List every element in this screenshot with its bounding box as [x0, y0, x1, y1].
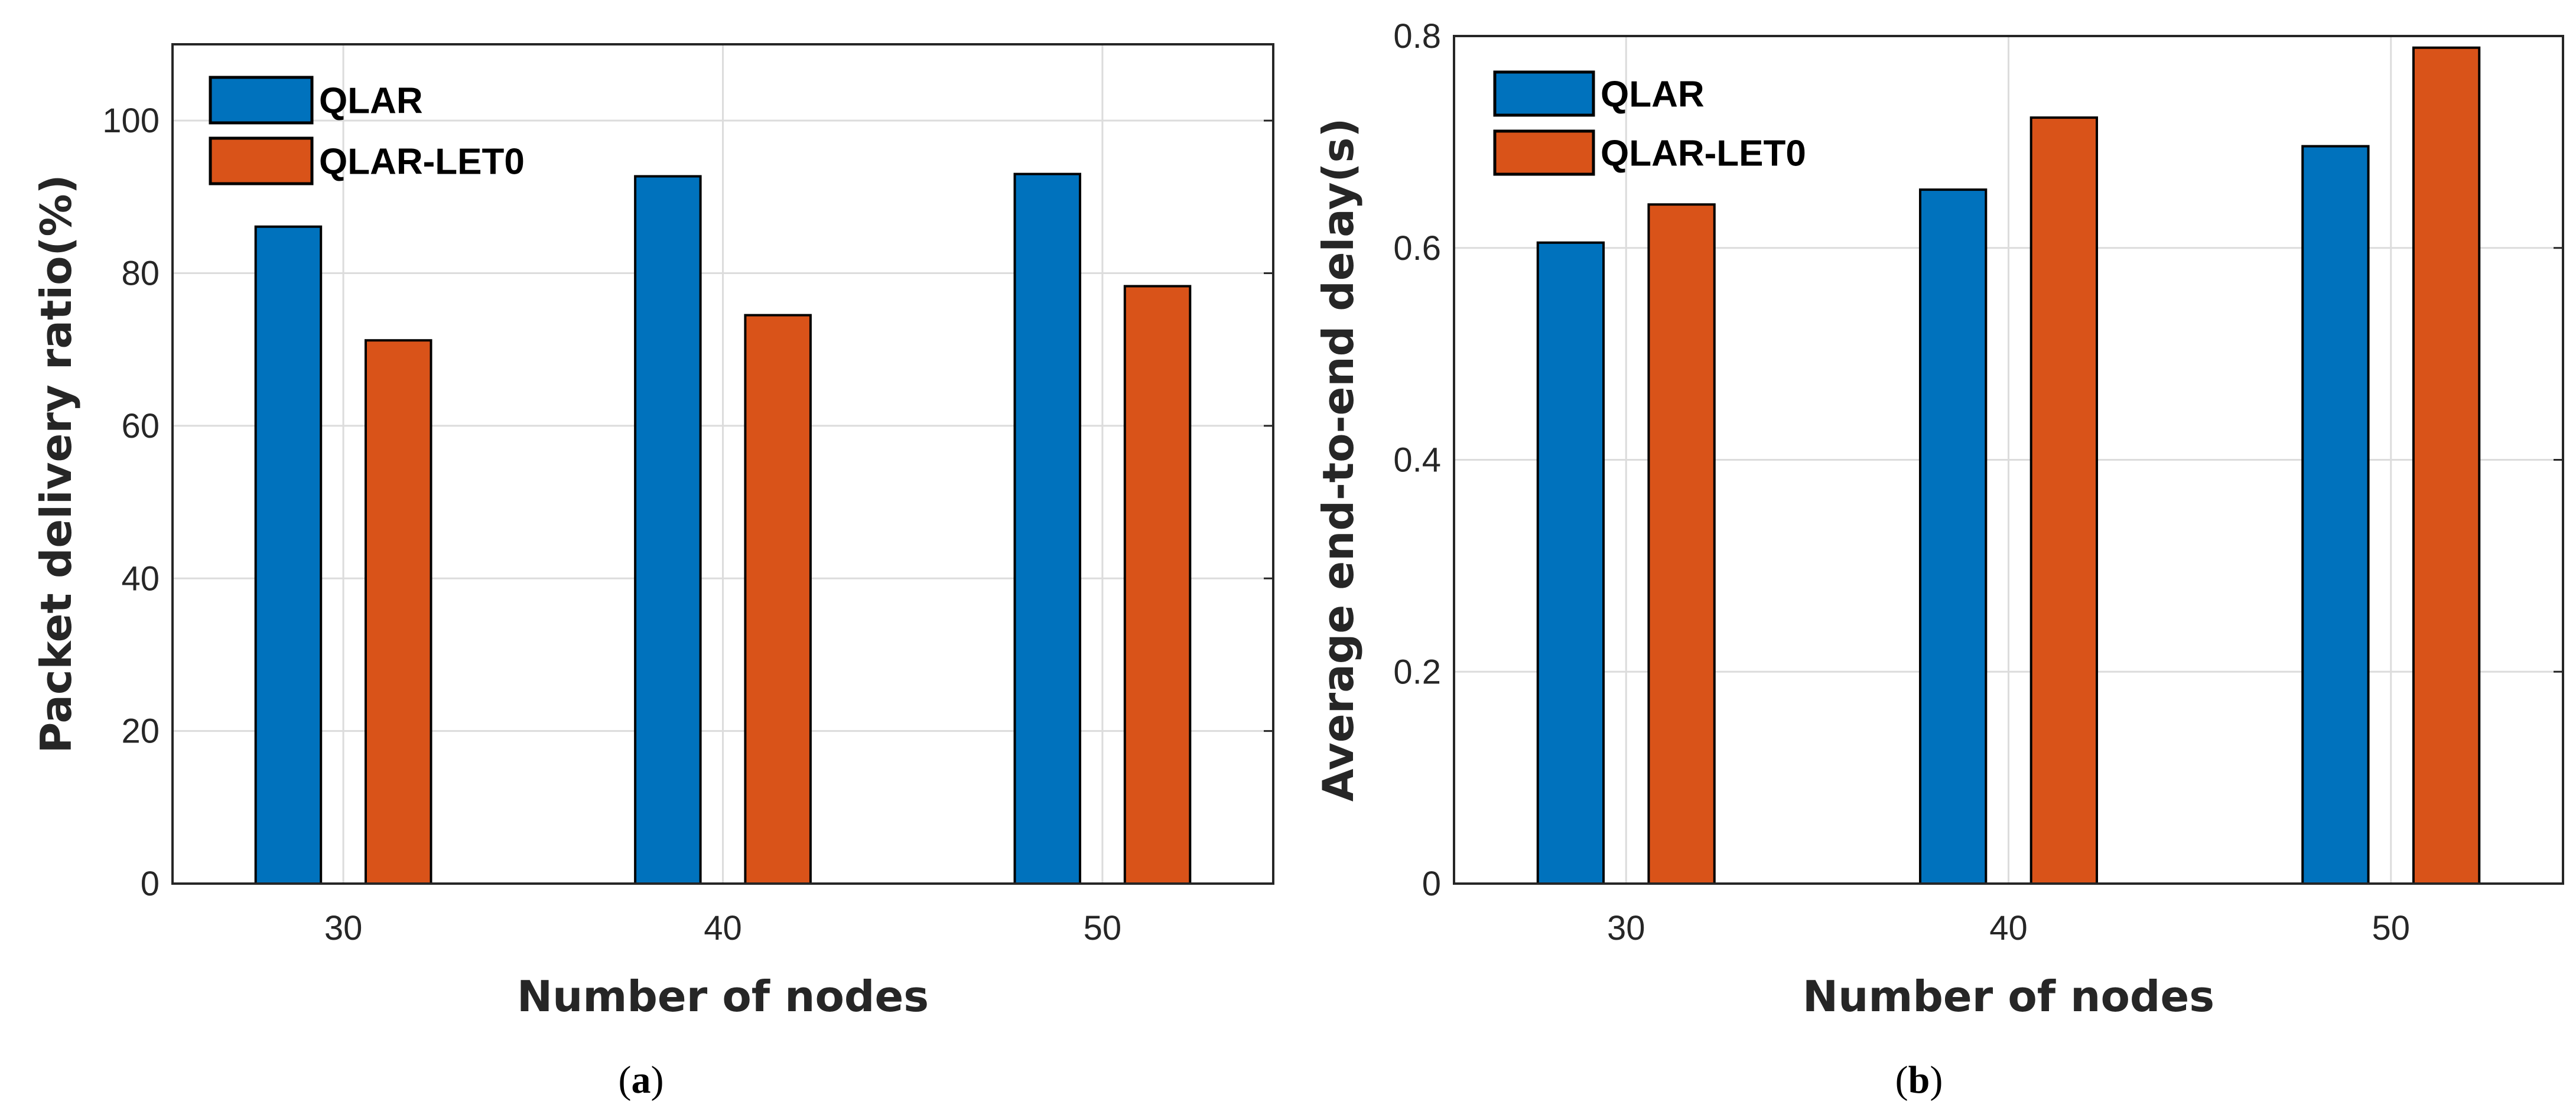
- y-tick-label: 0.8: [1393, 17, 1441, 56]
- legend-swatch-qlar-let0: [1493, 129, 1595, 176]
- x-tick-label: 40: [1989, 909, 2028, 947]
- bar-qlar-30: [254, 225, 323, 885]
- y-tick-label: 0: [1422, 865, 1441, 903]
- y-tick-label: 60: [121, 407, 160, 445]
- x-tick-label: 30: [1607, 909, 1645, 947]
- bar-qlar-40: [1918, 188, 1988, 885]
- y-tick-label: 20: [121, 712, 160, 751]
- x-tick-label: 30: [324, 909, 363, 947]
- chart-a: 0 20 40 60 80 100 30 40 50 QLAR QLAR-LET0 Number of…: [31, 43, 1274, 1102]
- bar-qlar-let0-40: [744, 314, 812, 885]
- x-tick-label: 50: [1084, 909, 1122, 947]
- y-tick-label: 0.2: [1393, 653, 1441, 691]
- axes-box: [1453, 35, 2564, 885]
- caption-close: ): [651, 1058, 664, 1102]
- legend-label: QLAR: [319, 81, 423, 122]
- x-axis-label: Number of nodes: [517, 972, 929, 1021]
- y-tick-label: 80: [121, 255, 160, 293]
- caption-close: ): [1930, 1058, 1943, 1102]
- legend-label: QLAR-LET0: [1601, 133, 1806, 174]
- bar-qlar-30: [1536, 241, 1605, 885]
- y-tick-label: 0.4: [1393, 441, 1441, 480]
- caption: (b): [1895, 1058, 1943, 1102]
- y-tick-label: 100: [102, 102, 160, 140]
- legend-swatch-qlar-let0: [209, 136, 314, 185]
- y-axis-label: Packet delivery ratio(%): [31, 175, 81, 754]
- x-axis-label: Number of nodes: [1803, 972, 2214, 1021]
- bar-qlar-50: [2301, 145, 2370, 885]
- y-tick-label: 40: [121, 559, 160, 598]
- caption: (a): [619, 1058, 664, 1102]
- bar-qlar-let0-30: [364, 339, 432, 885]
- legend-swatch-qlar: [1493, 70, 1595, 117]
- bar-qlar-let0-40: [2029, 116, 2099, 885]
- bar-qlar-40: [634, 175, 702, 885]
- axes-box: [171, 43, 1274, 885]
- caption-open: (: [1895, 1058, 1908, 1102]
- bar-qlar-let0-50: [2412, 46, 2481, 885]
- caption-open: (: [619, 1058, 632, 1102]
- legend-swatch-qlar: [209, 76, 314, 125]
- x-tick-label: 50: [2372, 909, 2410, 947]
- caption-letter: a: [632, 1058, 651, 1102]
- bar-qlar-let0-50: [1123, 285, 1192, 885]
- legend-label: QLAR: [1601, 74, 1705, 115]
- bar-qlar-let0-30: [1647, 203, 1716, 885]
- chart-b: 0 0.2 0.4 0.6 0.8 30 40 50 QLAR QLAR-LET0 Number o…: [1313, 17, 2564, 1102]
- y-axis-label: Average end-to-end delay(s): [1313, 118, 1363, 802]
- y-tick-label: 0: [141, 865, 160, 903]
- caption-letter: b: [1908, 1058, 1930, 1102]
- legend-label: QLAR-LET0: [319, 142, 525, 183]
- y-tick-label: 0.6: [1393, 229, 1441, 268]
- x-tick-label: 40: [704, 909, 742, 947]
- bar-qlar-50: [1013, 172, 1082, 885]
